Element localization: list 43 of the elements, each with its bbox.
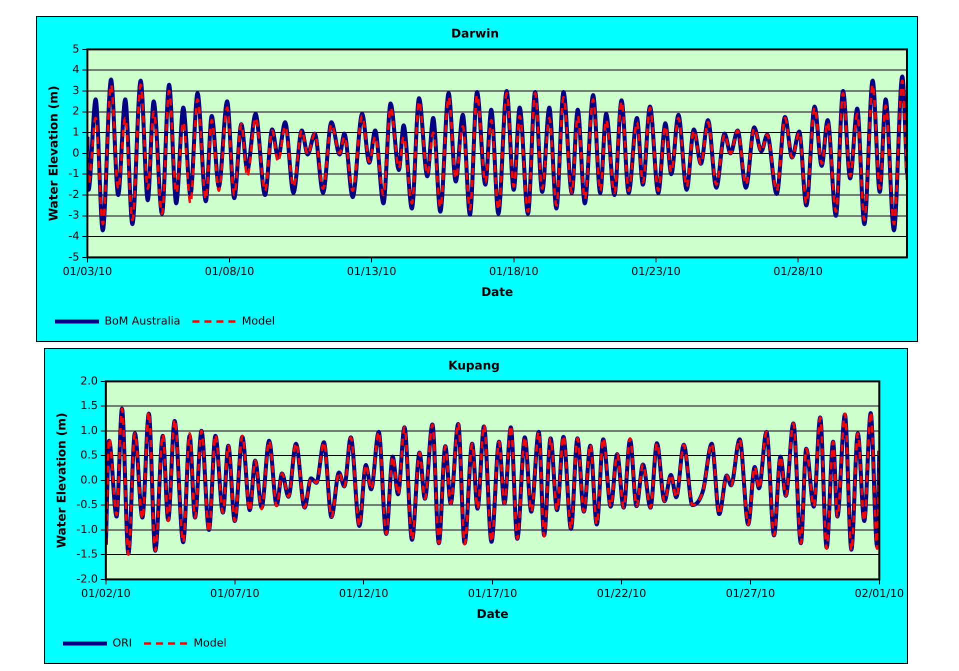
y-tick-label: -1.0 <box>76 522 98 536</box>
y-tick-label: 1.0 <box>80 424 98 437</box>
y-tick-label: 3 <box>72 84 80 97</box>
legend-label: Model <box>242 314 275 328</box>
x-tick-label: 02/01/10 <box>854 586 904 600</box>
chart-title: Kupang <box>448 358 500 372</box>
x-tick-label: 01/13/10 <box>346 264 396 278</box>
legend-label: Model <box>194 636 227 650</box>
y-tick-label: -1.5 <box>76 548 98 561</box>
y-tick-label: 2 <box>72 104 80 118</box>
y-tick-label: -1 <box>68 167 80 180</box>
y-tick-label: -2 <box>68 188 80 201</box>
x-axis-title: Date <box>481 284 514 299</box>
y-axis-title: Water Elevation (m) <box>46 86 60 222</box>
x-tick-label: 01/22/10 <box>596 586 646 600</box>
x-tick-label: 01/02/10 <box>81 586 131 600</box>
chart-title: Darwin <box>451 26 499 40</box>
legend-label: ORI <box>112 636 132 650</box>
x-tick-label: 01/23/10 <box>631 264 681 278</box>
y-tick-label: 0 <box>72 146 80 160</box>
y-tick-label: -0.5 <box>76 498 98 512</box>
y-tick-label: -3 <box>68 208 80 222</box>
y-tick-label: 1 <box>72 125 80 138</box>
y-tick-label: 1.5 <box>80 399 98 412</box>
x-axis-title: Date <box>476 606 509 621</box>
y-tick-label: 4 <box>72 63 80 76</box>
y-tick-label: 5 <box>72 42 80 56</box>
x-tick-label: 01/07/10 <box>210 586 260 600</box>
x-tick-label: 01/17/10 <box>468 586 518 600</box>
y-tick-label: -4 <box>68 229 80 242</box>
x-tick-label: 01/03/10 <box>62 264 112 278</box>
y-tick-label: 0.0 <box>80 473 98 486</box>
x-tick-label: 01/12/10 <box>338 586 388 600</box>
y-tick-label: 2.0 <box>80 374 98 388</box>
x-tick-label: 01/18/10 <box>489 264 538 278</box>
y-tick-label: -5 <box>68 250 80 264</box>
legend-label: BoM Australia <box>104 314 180 328</box>
y-tick-label: 0.5 <box>80 448 98 462</box>
y-tick-label: -2.0 <box>76 572 98 586</box>
x-tick-label: 01/08/10 <box>204 264 254 278</box>
x-tick-label: 01/28/10 <box>773 264 823 278</box>
x-tick-label: 01/27/10 <box>726 586 776 600</box>
y-axis-title: Water Elevation (m) <box>54 412 68 548</box>
